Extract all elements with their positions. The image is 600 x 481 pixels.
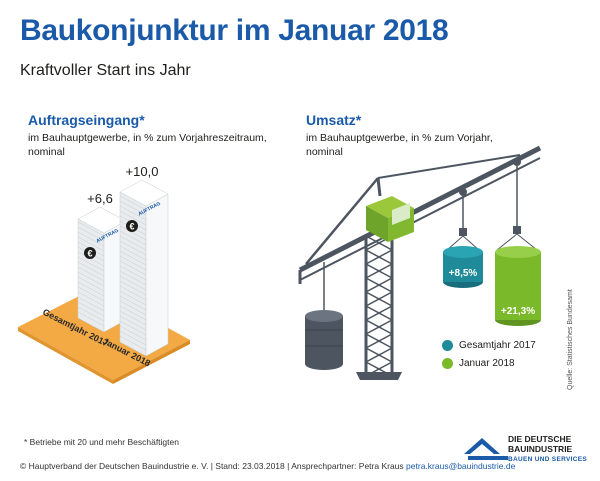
hook-2017 (446, 188, 480, 251)
umsatz-bar-1 (495, 246, 541, 326)
umsatz-heading: Umsatz* (306, 112, 362, 128)
crane-cab (366, 196, 414, 242)
footer: © Hauptverband der Deutschen Bauindustri… (20, 461, 515, 471)
auftragseingang-bar-1: €AUFTRAG (119, 179, 169, 357)
logo-line-2: BAUINDUSTRIE (508, 444, 573, 454)
hook-2018 (496, 158, 538, 251)
logo-tagline: BAUEN UND SERVICES (508, 456, 587, 463)
umsatz-bar-0 (443, 246, 483, 288)
svg-text:€: € (87, 249, 92, 259)
platform-front (113, 340, 190, 384)
auftragseingang-value-label-0: +6,6 (87, 191, 113, 206)
auftragseingang-heading: Auftragseingang* (28, 112, 145, 128)
crane-jib (298, 145, 542, 273)
legend-item-2017: Gesamtjahr 2017 (442, 340, 536, 351)
contact-email-link[interactable]: petra.kraus@bauindustrie.de (406, 461, 516, 471)
footer-text: © Hauptverband der Deutschen Bauindustri… (20, 461, 404, 471)
legend-swatch-2018 (442, 358, 453, 369)
footnote: * Betriebe mit 20 und mehr Beschäftigten (24, 437, 179, 447)
platform-top (18, 288, 190, 380)
crane-illustration: +8,5% +21,3% (298, 145, 542, 380)
page-title: Baukonjunktur im Januar 2018 (20, 14, 449, 47)
logo-line-1: DIE DEUTSCHE (508, 434, 572, 444)
logo-wordmark: DIE DEUTSCHE BAUINDUSTRIE (508, 434, 572, 454)
crane-cable-right (377, 154, 521, 179)
umsatz-value-label-2018: +21,3% (501, 306, 535, 317)
svg-text:€: € (129, 222, 134, 232)
platform-side (18, 327, 113, 384)
crane-cable-left (305, 177, 379, 265)
page-subtitle: Kraftvoller Start ins Jahr (20, 62, 191, 79)
auftragseingang-chart: €AUFTRAG+6,6€AUFTRAG+10,0 Gesamtjahr 201… (18, 164, 190, 384)
umsatz-value-label-2017: +8,5% (449, 268, 478, 279)
umsatz-description: im Bauhauptgewerbe, in % zum Vorjahr, no… (306, 132, 493, 158)
bauindustrie-logo-icon (464, 438, 508, 460)
auftragseingang-description: im Bauhauptgewerbe, in % zum Vorjahresze… (28, 132, 267, 158)
counterweight (305, 262, 343, 370)
legend-label-2017: Gesamtjahr 2017 (459, 340, 536, 351)
legend-label-2018: Januar 2018 (459, 358, 515, 369)
legend-item-2018: Januar 2018 (442, 358, 515, 369)
source-note: Quelle: Statistisches Bundesamt (567, 289, 574, 390)
crane-jib-lower (299, 157, 541, 281)
crane-tower-top (376, 177, 382, 197)
crane-mast (298, 235, 402, 380)
auftragseingang-value-label-1: +10,0 (126, 164, 159, 179)
legend-swatch-2017 (442, 340, 453, 351)
auftragseingang-bar-0: €AUFTRAG (77, 206, 127, 333)
